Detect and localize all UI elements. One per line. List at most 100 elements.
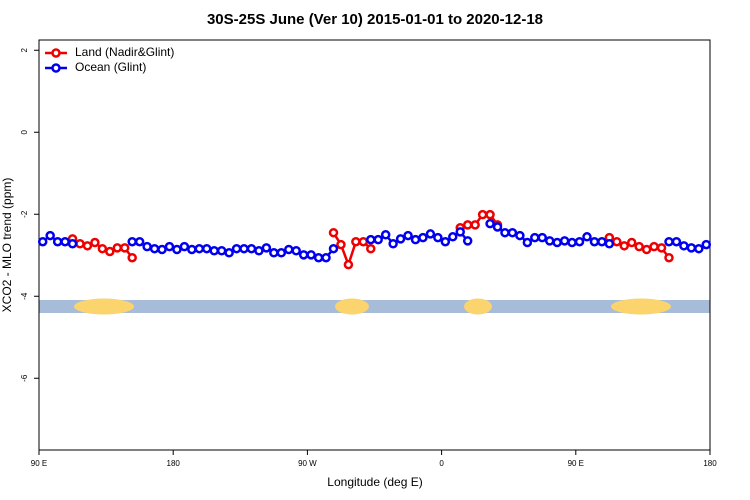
data-point bbox=[127, 252, 137, 263]
data-point bbox=[142, 241, 152, 252]
data-point bbox=[336, 239, 346, 250]
data-point bbox=[179, 241, 190, 252]
chart-title: 30S-25S June (Ver 10) 2015-01-01 to 2020… bbox=[207, 11, 543, 28]
data-point bbox=[149, 243, 160, 254]
data-point bbox=[164, 241, 175, 252]
data-point bbox=[202, 243, 212, 254]
data-point bbox=[462, 220, 473, 230]
data-point bbox=[276, 248, 287, 258]
data-point bbox=[313, 252, 324, 263]
data-point bbox=[679, 241, 689, 251]
data-point bbox=[60, 236, 70, 247]
x-tick-label: 90 E bbox=[31, 459, 47, 468]
y-tick-label: 0 bbox=[20, 129, 29, 134]
data-point bbox=[90, 237, 100, 248]
data-point bbox=[239, 243, 249, 254]
x-tick-label: 0 bbox=[439, 459, 444, 468]
data-point bbox=[284, 244, 294, 255]
data-point bbox=[664, 252, 674, 263]
data-point bbox=[567, 237, 577, 248]
data-point bbox=[343, 259, 354, 270]
data-point bbox=[75, 239, 85, 249]
x-axis-label: Longitude (deg E) bbox=[327, 475, 422, 489]
data-point bbox=[45, 230, 55, 241]
data-point bbox=[433, 232, 443, 243]
data-point bbox=[448, 232, 458, 242]
legend-marker bbox=[51, 63, 61, 73]
data-point bbox=[582, 232, 592, 242]
data-point bbox=[455, 227, 465, 237]
data-point bbox=[291, 245, 301, 256]
data-point bbox=[440, 236, 451, 247]
data-point bbox=[597, 236, 607, 247]
data-point bbox=[246, 243, 257, 254]
data-point bbox=[328, 243, 339, 254]
data-point bbox=[261, 243, 272, 253]
data-point bbox=[358, 236, 369, 247]
land-patch bbox=[335, 298, 369, 315]
data-point bbox=[67, 239, 78, 249]
y-axis-label: XCO2 - MLO trend (ppm) bbox=[0, 178, 14, 313]
data-point bbox=[134, 236, 145, 247]
data-point bbox=[194, 243, 205, 254]
data-point bbox=[462, 236, 473, 246]
data-point bbox=[500, 227, 510, 238]
data-point bbox=[388, 239, 398, 249]
data-point bbox=[216, 245, 227, 256]
data-point bbox=[321, 252, 331, 263]
data-point bbox=[418, 232, 428, 243]
x-tick-label: 180 bbox=[703, 459, 717, 468]
legend-label: Ocean (Glint) bbox=[75, 60, 146, 74]
ocean-band bbox=[39, 300, 710, 313]
legend-label: Land (Nadir&Glint) bbox=[75, 45, 174, 59]
data-point bbox=[686, 243, 697, 253]
data-point bbox=[380, 230, 391, 240]
data-point bbox=[366, 234, 376, 245]
data-point bbox=[664, 236, 674, 247]
data-point bbox=[373, 234, 383, 245]
legend-item: Land (Nadir&Glint) bbox=[45, 45, 174, 59]
data-point bbox=[209, 245, 219, 256]
data-point bbox=[589, 236, 600, 247]
data-point bbox=[172, 244, 182, 255]
data-point bbox=[52, 236, 63, 247]
data-point bbox=[544, 236, 555, 246]
data-point bbox=[485, 209, 495, 220]
y-tick-label: -4 bbox=[20, 292, 29, 300]
data-point bbox=[559, 236, 570, 246]
x-tick-label: 180 bbox=[167, 459, 181, 468]
data-point bbox=[410, 234, 421, 245]
data-point bbox=[366, 243, 376, 254]
data-point bbox=[671, 236, 682, 247]
data-point bbox=[306, 250, 316, 260]
x-tick-label: 90 E bbox=[568, 459, 584, 468]
data-point bbox=[82, 241, 93, 251]
data-point bbox=[97, 243, 108, 254]
data-point bbox=[507, 227, 518, 238]
data-point bbox=[395, 234, 406, 244]
data-point bbox=[515, 230, 525, 241]
data-point bbox=[522, 237, 533, 248]
data-point bbox=[656, 243, 667, 253]
data-point bbox=[492, 222, 503, 232]
land-patch bbox=[464, 298, 492, 315]
data-point bbox=[351, 236, 361, 247]
data-point bbox=[537, 232, 547, 243]
data-point bbox=[187, 244, 197, 255]
data-point bbox=[619, 241, 630, 251]
land-patch bbox=[611, 298, 671, 315]
y-tick-label: 2 bbox=[20, 47, 29, 52]
data-point bbox=[612, 236, 622, 247]
legend-item: Ocean (Glint) bbox=[45, 60, 146, 74]
data-point bbox=[112, 243, 123, 253]
y-tick-label: -2 bbox=[20, 210, 29, 218]
data-point bbox=[552, 237, 562, 248]
data-point bbox=[641, 244, 652, 255]
data-point bbox=[127, 236, 137, 247]
data-point bbox=[470, 220, 480, 230]
x-tick-label: 90 W bbox=[298, 459, 317, 468]
data-point bbox=[403, 230, 413, 241]
data-point bbox=[37, 236, 48, 247]
data-point bbox=[254, 245, 264, 256]
